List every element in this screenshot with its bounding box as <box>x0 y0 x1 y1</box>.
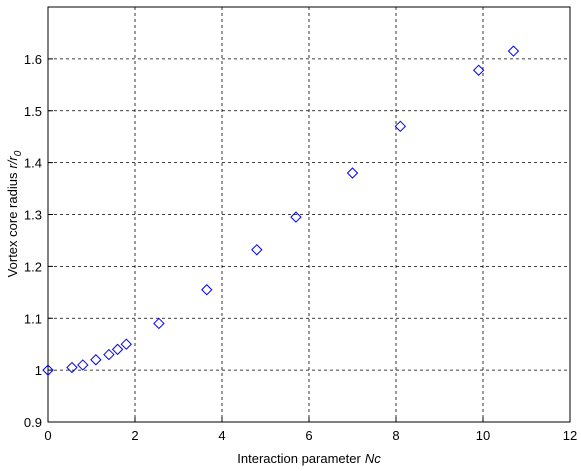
y-tick-label: 1.2 <box>24 259 42 274</box>
y-tick-label: 1.4 <box>24 156 42 171</box>
y-tick-label: 0.9 <box>24 415 42 430</box>
x-tick-label: 12 <box>563 428 577 443</box>
y-tick-label: 1.5 <box>24 104 42 119</box>
y-axis-label: Vortex core radius r/r0 <box>5 150 24 277</box>
data-point <box>42 364 54 376</box>
data-point <box>66 361 78 374</box>
data-point <box>507 45 520 57</box>
data-point <box>251 244 263 256</box>
y-tick-label: 1.1 <box>24 311 42 326</box>
x-tick-label: 6 <box>305 428 312 443</box>
data-point <box>394 120 407 133</box>
data-point <box>153 317 165 330</box>
x-tick-label: 4 <box>218 428 225 443</box>
data-point <box>90 354 102 366</box>
data-point <box>103 348 115 361</box>
y-label-var: r/r <box>5 156 20 169</box>
data-point <box>111 343 124 356</box>
y-label-sub: 0 <box>13 150 24 156</box>
y-label-text: Vortex core radius <box>5 172 20 277</box>
x-tick-label: 2 <box>131 428 138 443</box>
data-point <box>201 284 213 296</box>
data-point <box>77 359 89 371</box>
data-point <box>472 64 485 76</box>
x-tick-label: 0 <box>44 428 51 443</box>
x-label-text: Interaction parameter <box>237 451 361 466</box>
data-point <box>346 167 359 179</box>
x-label-var: Nc <box>365 451 381 466</box>
x-tick-label: 8 <box>392 428 399 443</box>
x-axis-label: Interaction parameter Nc <box>237 451 381 466</box>
y-tick-label: 1.3 <box>24 208 42 223</box>
y-tick-label: 1.6 <box>24 52 42 67</box>
plot-frame <box>47 6 571 423</box>
data-point <box>120 338 133 350</box>
x-tick-label: 10 <box>476 428 490 443</box>
data-point <box>290 211 302 223</box>
y-tick-label: 1 <box>35 363 42 378</box>
